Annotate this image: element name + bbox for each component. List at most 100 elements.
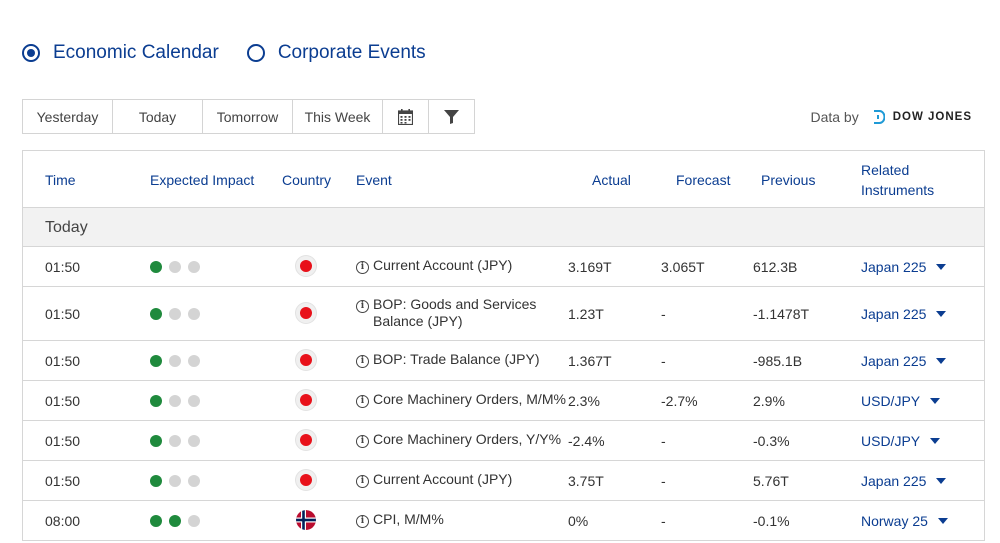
chevron-down-icon [936,264,947,270]
header-forecast[interactable]: Forecast [676,172,731,188]
impact-dot [188,515,200,527]
header-related: Related [861,162,910,178]
chevron-down-icon [930,398,941,404]
filter-icon [444,109,459,124]
info-icon[interactable]: i [356,475,369,488]
related-instrument-dropdown[interactable]: Norway 25 [861,513,948,529]
related-instrument-dropdown[interactable]: Japan 225 [861,306,947,322]
impact-dot [150,308,162,320]
previous-value: 612.3B [753,259,798,275]
impact-dot [188,355,200,367]
this-week-button[interactable]: This Week [292,99,383,134]
event-name[interactable]: i Current Account (JPY) [356,257,512,274]
info-icon[interactable]: i [356,261,369,274]
japan-flag-icon [296,256,316,276]
related-instrument-dropdown[interactable]: Japan 225 [861,473,947,489]
event-label: BOP: Goods and Services [373,296,537,312]
forecast-value: -2.7% [661,393,698,409]
impact-dot [188,308,200,320]
forecast-value: - [661,306,666,322]
previous-value: 5.76T [753,473,789,489]
expected-impact [150,435,207,447]
japan-flag-icon [296,470,316,490]
event-name[interactable]: i BOP: Trade Balance (JPY) [356,351,540,368]
table-row[interactable]: 01:50 i Core Machinery Orders, M/M% 2.3% -2.… [23,381,984,421]
event-name[interactable]: i CPI, M/M% [356,511,444,528]
header-country[interactable]: Country [282,172,332,188]
impact-dot [169,515,181,527]
forecast-value: - [661,513,666,529]
date-toolbar: Yesterday Today Tomorrow This Week [22,99,475,134]
header-event[interactable]: Event [356,172,392,188]
header-previous[interactable]: Previous [761,172,816,188]
info-icon[interactable]: i [356,300,369,313]
instrument-label: Japan 225 [861,306,927,322]
impact-dot [169,475,181,487]
instrument-label: USD/JPY [861,393,921,409]
actual-value: 1.23T [568,306,604,322]
yesterday-button[interactable]: Yesterday [22,99,113,134]
related-instrument-dropdown[interactable]: USD/JPY [861,393,941,409]
header-impact[interactable]: Expected Impact [150,172,255,188]
event-time: 01:50 [45,306,81,322]
table-row[interactable]: 01:50 i BOP: Trade Balance (JPY) 1.367T - -98… [23,341,984,381]
info-icon[interactable]: i [356,355,369,368]
today-button[interactable]: Today [112,99,203,134]
impact-dot [169,435,181,447]
radio-unchecked-icon [246,44,265,62]
actual-value: 3.75T [568,473,604,489]
info-icon[interactable]: i [356,435,369,448]
section-title: Today [45,219,88,236]
previous-value: 2.9% [753,393,785,409]
expected-impact [150,308,207,320]
related-instrument-dropdown[interactable]: Japan 225 [861,259,947,275]
event-name[interactable]: i Core Machinery Orders, Y/Y% [356,431,561,448]
impact-dot [169,308,181,320]
impact-dot [150,261,162,273]
corporate-events-radio[interactable]: Corporate Events [246,42,426,64]
header-time[interactable]: Time [45,172,76,188]
filter-button[interactable] [428,99,475,134]
event-label: Core Machinery Orders, M/M% [373,391,566,407]
chevron-down-icon [936,358,947,364]
tomorrow-button[interactable]: Tomorrow [202,99,293,134]
table-row[interactable]: 01:50 i Current Account (JPY) 3.75T - 5.76T Ja… [23,461,984,501]
provider-name: DOW JONES [892,111,972,123]
instrument-label: USD/JPY [861,433,921,449]
impact-dot [169,261,181,273]
economic-calendar-table: Time Expected Impact Country Event Actua… [22,150,985,541]
previous-value: -1.1478T [753,306,810,322]
impact-dot [150,395,162,407]
event-name[interactable]: i BOP: Goods and Services Balance (JPY) [356,296,536,330]
related-instrument-dropdown[interactable]: Japan 225 [861,353,947,369]
impact-dot [169,355,181,367]
table-row[interactable]: 01:50 i Core Machinery Orders, Y/Y% -2.4% - -… [23,421,984,461]
economic-calendar-radio[interactable]: Economic Calendar [22,42,219,64]
info-icon[interactable]: i [356,515,369,528]
previous-value: -985.1B [753,353,803,369]
header-actual[interactable]: Actual [592,172,631,188]
japan-flag-icon [296,350,316,370]
data-provider: Data by DOW JONES [810,109,972,125]
event-time: 01:50 [45,353,81,369]
actual-value: -2.4% [568,433,605,449]
japan-flag-icon [296,430,316,450]
forecast-value: - [661,433,666,449]
info-icon[interactable]: i [356,395,369,408]
actual-value: 0% [568,513,589,529]
table-row[interactable]: 08:00 i CPI, M/M% 0% - -0.1% Norway 25 [23,501,984,541]
forecast-value: - [661,473,666,489]
expected-impact [150,515,207,527]
previous-value: -0.1% [753,513,790,529]
table-row[interactable]: 01:50 i BOP: Goods and Services Balance (JP… [23,287,984,341]
event-name[interactable]: i Core Machinery Orders, M/M% [356,391,566,408]
event-time: 01:50 [45,393,81,409]
actual-value: 3.169T [568,259,612,275]
related-instrument-dropdown[interactable]: USD/JPY [861,433,941,449]
calendar-button[interactable] [382,99,429,134]
forecast-value: - [661,353,666,369]
chevron-down-icon [937,518,948,524]
event-name[interactable]: i Current Account (JPY) [356,471,512,488]
table-row[interactable]: 01:50 i Current Account (JPY) 3.169T 3.065T 6… [23,247,984,287]
event-time: 08:00 [45,513,81,529]
